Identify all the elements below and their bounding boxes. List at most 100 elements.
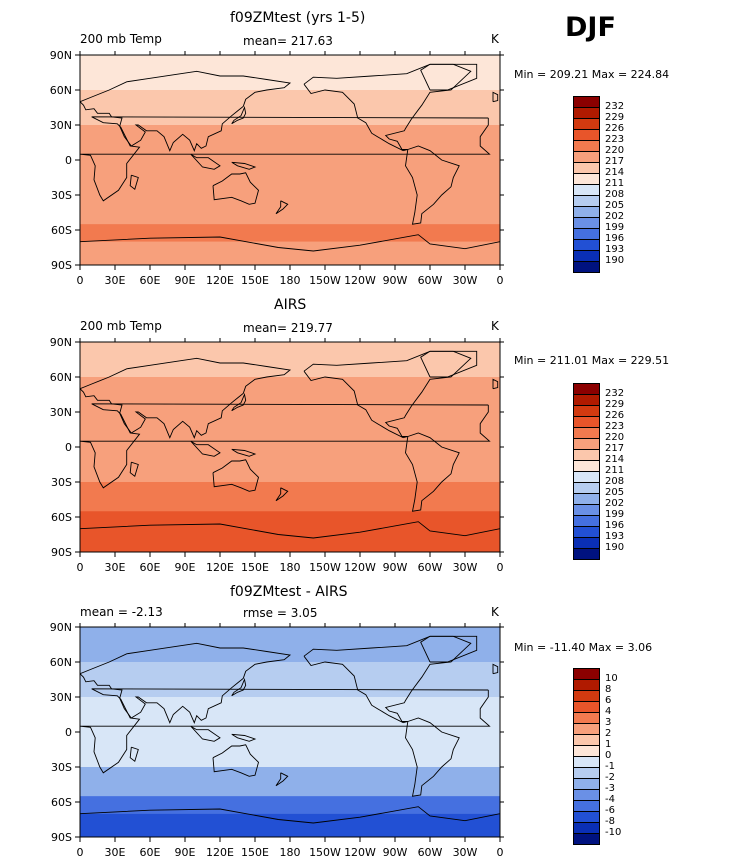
colorbar-swatch [573,548,600,560]
colorbar-label: 196 [605,233,625,244]
x-tick-label: 0 [77,561,84,574]
x-tick-label: 120E [206,561,234,574]
contour-band [80,241,500,265]
colorbar-label: 196 [605,520,625,531]
coastline [212,459,260,492]
panel-mean-label: mean= 217.63 [243,34,333,48]
x-tick-label: 0 [77,274,84,287]
contour-band [80,511,500,552]
coastline [275,772,289,787]
colorbar-label: 8 [605,684,612,695]
panel-minmax: Min = 209.21 Max = 224.84 [514,68,670,81]
coastline [231,161,257,170]
colorbar-label: 226 [605,123,625,134]
colorbar-label: 217 [605,156,625,167]
panel-minmax: Min = 211.01 Max = 229.51 [514,354,670,367]
coastline [80,357,292,439]
coastline [231,448,257,457]
y-tick-label: 60N [50,84,72,97]
x-tick-label: 90W [383,274,408,287]
coastline [420,350,478,378]
contour-band [80,412,500,482]
colorbar-label: 229 [605,112,625,123]
x-tick-label: 120W [344,846,376,859]
panel-title: AIRS [274,297,307,313]
coastline [492,663,499,675]
contour-band [80,377,500,412]
coastlines [80,63,500,252]
coastline [80,642,292,724]
coastline [212,744,260,777]
coastline [129,461,139,477]
colorbar-label: 4 [605,706,612,717]
colorbar-label: -6 [605,805,615,816]
y-tick-label: 60S [51,511,72,524]
colorbar-label: 232 [605,388,625,399]
x-tick-label: 150E [241,561,269,574]
coastline [492,91,499,103]
coastline [275,487,289,502]
panel-units: K [491,319,499,333]
colorbar-label: -8 [605,816,615,827]
x-tick-label: 90E [175,846,196,859]
y-tick-label: 90N [50,336,72,349]
colorbar-label: 205 [605,200,625,211]
coastline [212,172,260,205]
panel-title: f09ZMtest - AIRS [230,584,348,600]
contour-band [80,697,500,767]
x-tick-label: 120E [206,274,234,287]
contour-band [80,342,500,377]
colorbar-label: 205 [605,487,625,498]
colorbar-label: 208 [605,189,625,200]
y-tick-label: 30N [50,119,72,132]
colorbar-label: 214 [605,454,625,465]
y-tick-label: 60S [51,224,72,237]
x-tick-label: 30W [453,561,478,574]
colorbar-label: 0 [605,750,612,761]
y-tick-label: 30N [50,691,72,704]
coastline [231,678,247,697]
y-tick-label: 30S [51,476,72,489]
colorbar-label: -2 [605,772,615,783]
contour-band [80,767,500,797]
coastline [129,746,139,762]
y-tick-label: 30N [50,406,72,419]
y-tick-label: 90S [51,546,72,559]
contour-band [80,627,500,662]
colorbar-label: 1 [605,739,612,750]
contour-band [80,482,500,512]
x-tick-label: 0 [77,846,84,859]
colorbar-label: 2 [605,728,612,739]
colorbar-label: -10 [605,827,622,838]
contour-band [80,125,500,195]
colorbar-label: 211 [605,178,625,189]
panel-title: f09ZMtest (yrs 1-5) [230,10,366,26]
coastline [80,403,491,489]
x-tick-label: 60E [140,274,161,287]
coastline [231,733,257,742]
x-tick-label: 30W [453,274,478,287]
contour-band [80,813,500,837]
x-tick-label: 60W [418,274,443,287]
panel-mean-label: mean= 219.77 [243,321,333,335]
x-tick-label: 180 [280,561,301,574]
x-tick-label: 180 [280,274,301,287]
panel-units: K [491,605,499,619]
panel-left-label: 200 mb Temp [80,319,162,333]
colorbar-swatch [573,261,600,273]
coastline [405,145,460,225]
y-tick-label: 90S [51,831,72,844]
x-tick-label: 0 [497,274,504,287]
map-plot: 0 30E 60E 90E 120E 150E 180 150W 120W 90W 60W 30W 09… [50,336,504,574]
colorbar-label: -3 [605,783,615,794]
coastline [405,717,460,797]
panel-left-label: 200 mb Temp [80,32,162,46]
map-field [80,627,500,837]
y-tick-label: 90N [50,621,72,634]
colorbar-label: 232 [605,101,625,112]
coastline [190,725,221,742]
x-tick-label: 180 [280,846,301,859]
colorbar-label: 202 [605,211,625,222]
colorbar-label: 193 [605,531,625,542]
